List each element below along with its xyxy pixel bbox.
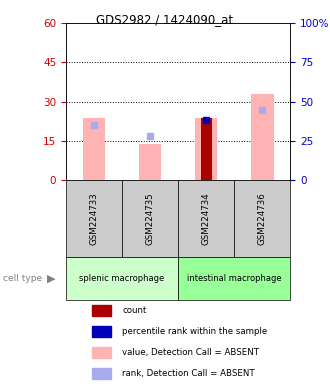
- Bar: [92, 305, 111, 316]
- Text: value, Detection Call = ABSENT: value, Detection Call = ABSENT: [122, 348, 259, 357]
- Text: GSM224736: GSM224736: [258, 192, 267, 245]
- Bar: [195, 118, 217, 180]
- Bar: [66, 257, 178, 300]
- Text: GDS2982 / 1424090_at: GDS2982 / 1424090_at: [96, 13, 234, 26]
- Text: intestinal macrophage: intestinal macrophage: [187, 274, 281, 283]
- Bar: [66, 180, 122, 257]
- Text: cell type: cell type: [3, 274, 43, 283]
- Bar: [178, 257, 290, 300]
- Bar: [178, 180, 234, 257]
- Bar: [92, 368, 111, 379]
- Bar: [122, 180, 178, 257]
- Text: GSM224735: GSM224735: [146, 192, 155, 245]
- Text: GSM224733: GSM224733: [89, 192, 99, 245]
- Text: rank, Detection Call = ABSENT: rank, Detection Call = ABSENT: [122, 369, 255, 378]
- Bar: [234, 180, 290, 257]
- Text: GSM224734: GSM224734: [202, 192, 211, 245]
- Bar: [139, 144, 161, 180]
- Text: count: count: [122, 306, 147, 314]
- Text: ▶: ▶: [47, 273, 55, 283]
- Text: percentile rank within the sample: percentile rank within the sample: [122, 327, 267, 336]
- Bar: [92, 347, 111, 358]
- Text: splenic macrophage: splenic macrophage: [80, 274, 165, 283]
- Bar: [251, 94, 274, 180]
- Bar: [83, 118, 105, 180]
- Bar: [201, 118, 212, 180]
- Bar: [92, 326, 111, 337]
